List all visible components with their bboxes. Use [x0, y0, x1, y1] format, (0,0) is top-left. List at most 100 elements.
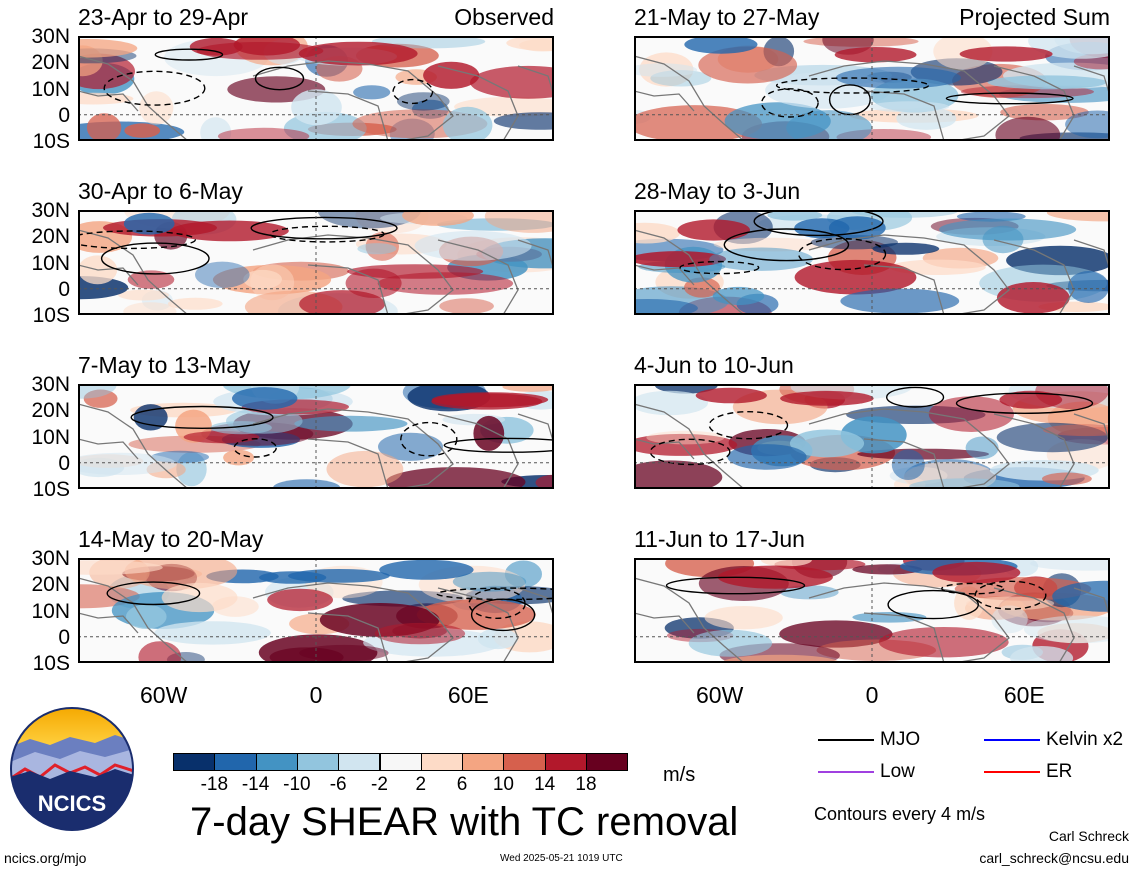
coastline — [993, 65, 1075, 141]
coastline — [634, 403, 745, 489]
shear-map-panel — [78, 210, 554, 315]
mjo-contour — [679, 260, 760, 275]
shear-anomaly-core — [780, 391, 874, 406]
shear-anomaly-shade — [123, 302, 177, 315]
shear-anomaly-core — [677, 219, 750, 241]
coastline — [808, 60, 1010, 141]
coastline — [78, 55, 189, 141]
coastline — [634, 577, 745, 663]
shear-anomaly-shade — [402, 210, 474, 226]
colorbar-swatch — [420, 753, 464, 771]
shear-anomaly-shade — [217, 127, 310, 141]
mjo-contour — [392, 78, 434, 105]
legend-label: Kelvin x2 — [1046, 729, 1124, 750]
shear-anomaly-shade — [789, 429, 865, 458]
shear-anomaly-shade — [634, 63, 698, 77]
mjo-contour — [106, 581, 201, 606]
colorbar-units: m/s — [663, 764, 696, 786]
shear-anomaly-core — [834, 47, 917, 63]
colorbar-tick-label: -10 — [283, 774, 311, 795]
footer-url[interactable]: ncics.org/mjo — [4, 850, 87, 866]
panel-label: Observed — [454, 4, 554, 30]
mjo-contour — [708, 411, 789, 440]
y-tick-label: 20N — [31, 573, 70, 597]
shear-map-panel — [634, 558, 1110, 663]
y-tick-label: 10S — [32, 652, 70, 675]
coastline — [863, 612, 945, 663]
shear-map-panel — [634, 36, 1110, 141]
panel-title: 14-May to 20-May — [78, 526, 264, 552]
mjo-contour — [665, 576, 806, 595]
shear-anomaly-shade — [385, 467, 526, 489]
coastline — [252, 408, 454, 489]
mjo-contour — [828, 84, 871, 116]
shear-map-panel — [634, 210, 1110, 315]
shear-anomaly-shade — [414, 230, 532, 261]
footer-timestamp: Wed 2025-05-21 1019 UTC — [500, 853, 623, 864]
panel-title: 7-May to 13-May — [78, 352, 251, 378]
shear-anomaly-core — [431, 393, 543, 410]
shear-anomaly-shade — [294, 415, 408, 432]
shear-anomaly-shade — [378, 432, 443, 461]
shear-anomaly-shade — [374, 622, 466, 645]
colorbar-tick-label: -14 — [241, 774, 270, 795]
coastline — [863, 438, 945, 489]
shear-anomaly-shade — [502, 384, 554, 392]
shear-anomaly-shade — [506, 36, 554, 52]
coastline — [437, 239, 519, 315]
logo-text: NCICS — [38, 791, 106, 816]
shear-anomaly-shade — [634, 460, 723, 489]
x-tick-label: 60W — [140, 682, 188, 708]
panel-title: 21-May to 27-May — [634, 4, 820, 30]
shear-anomaly-shade — [139, 91, 174, 125]
y-tick-label: 30N — [31, 199, 70, 222]
mjo-contour — [798, 237, 887, 271]
mjo-contour — [468, 588, 526, 620]
shear-anomaly-shade — [713, 237, 830, 252]
y-tick-label: 10S — [32, 130, 70, 153]
shear-anomaly-shade — [857, 448, 989, 460]
y-tick-label: 10N — [31, 77, 70, 101]
coastline — [307, 612, 389, 663]
shear-anomaly-core — [298, 41, 418, 66]
shear-anomaly-shade — [634, 222, 681, 244]
shear-anomaly-shade — [124, 123, 161, 138]
shear-anomaly-shade — [634, 299, 698, 315]
shear-anomaly-shade — [473, 415, 505, 451]
shear-anomaly-shade — [1030, 558, 1110, 571]
mjo-contour — [250, 216, 398, 240]
legend-note: Contours every 4 m/s — [814, 804, 986, 824]
mjo-contour — [887, 589, 980, 620]
shear-anomaly-shade — [273, 479, 341, 489]
colorbar-tick-label: 18 — [575, 774, 597, 795]
shear-anomaly-shade — [721, 654, 840, 663]
shear-anomaly-shade — [442, 106, 493, 141]
mjo-contour — [130, 405, 274, 430]
shear-anomaly-core — [684, 36, 758, 54]
shear-anomaly-shade — [1000, 104, 1089, 121]
y-tick-label: 30N — [31, 373, 70, 396]
shear-anomaly-core — [999, 390, 1063, 409]
shear-anomaly-shade — [939, 218, 1077, 241]
shear-anomaly-shade — [835, 66, 961, 89]
shear-anomaly-shade — [712, 286, 765, 306]
shear-anomaly-shade — [416, 599, 536, 630]
footer-email[interactable]: carl_schreck@ncsu.edu — [979, 850, 1129, 866]
shear-anomaly-shade — [869, 101, 950, 113]
shear-anomaly-shade — [889, 259, 986, 275]
coastline — [78, 403, 189, 489]
mjo-contour — [649, 438, 731, 466]
shear-anomaly-shade — [634, 251, 726, 268]
shear-anomaly-core — [233, 36, 300, 56]
coastline — [634, 264, 695, 286]
shear-anomaly-shade — [1046, 210, 1110, 222]
x-tick-label: 60E — [447, 682, 489, 708]
colorbar-swatch — [379, 753, 422, 771]
coastline — [634, 90, 695, 112]
ncics-logo: NCICS — [10, 707, 134, 831]
shear-anomaly-shade — [345, 268, 402, 298]
mjo-contour — [100, 242, 210, 275]
legend-label: MJO — [880, 729, 921, 750]
mjo-contour — [955, 392, 1094, 414]
shear-anomaly-shade — [896, 107, 957, 130]
